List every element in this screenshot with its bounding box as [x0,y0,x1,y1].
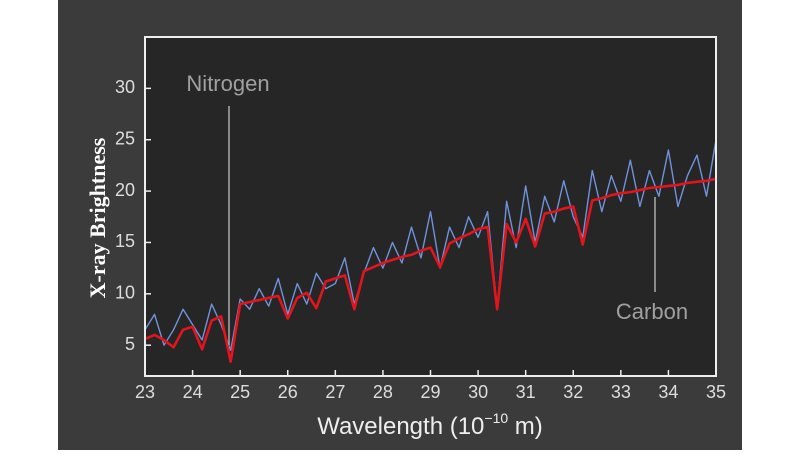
x-tick-label: 25 [230,382,250,402]
x-tick-label: 34 [658,382,678,402]
x-tick-label: 23 [135,382,155,402]
y-axis-label: X-ray Brightness [85,137,110,298]
x-tick-label: 33 [611,382,631,402]
y-tick-label: 5 [125,334,135,354]
x-tick-label: 35 [706,382,726,402]
x-tick-label: 26 [278,382,298,402]
y-tick-label: 15 [115,231,135,251]
plot-area [145,37,716,376]
annotation: Nitrogen [186,71,269,96]
series-line [145,177,716,363]
x-tick-label: 31 [516,382,536,402]
x-tick-label: 28 [373,382,393,402]
x-tick-label: 30 [468,382,488,402]
x-tick-label: 32 [563,382,583,402]
annotation: Carbon [616,299,688,324]
x-axis-label: Wavelength (10−10 m) [317,410,543,441]
x-label-part: Wavelength (10 [317,413,484,440]
y-tick-label: 20 [115,180,135,200]
y-tick-label: 30 [115,77,135,97]
x-label-sup: −10 [484,410,508,426]
series-line [145,139,716,352]
x-tick-label: 24 [183,382,203,402]
x-tick-label: 29 [420,382,440,402]
y-tick-label: 25 [115,128,135,148]
x-tick-label: 27 [325,382,345,402]
y-tick-label: 10 [115,283,135,303]
x-label-part: m) [508,413,543,440]
